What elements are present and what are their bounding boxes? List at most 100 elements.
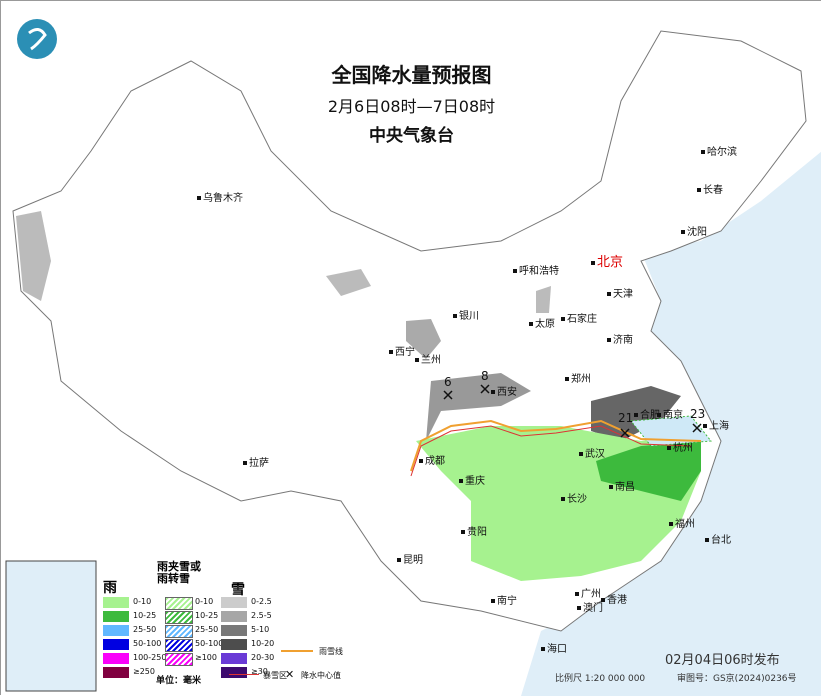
legend-snow-label: 5-10 bbox=[251, 625, 270, 634]
legend-snow-swatch bbox=[221, 653, 247, 664]
snow-area-shanxi bbox=[536, 286, 551, 313]
legend-mixed-title: 雨夹雪或雨转雪 bbox=[157, 560, 201, 585]
city-label: 广州 bbox=[575, 585, 601, 600]
city-label: 成都 bbox=[419, 452, 445, 467]
city-label: 南宁 bbox=[491, 592, 517, 607]
rain-snow-line bbox=[410, 419, 702, 472]
legend-mixed-label: 25-50 bbox=[195, 625, 219, 634]
city-label: 杭州 bbox=[667, 439, 693, 454]
legend-rain-swatch bbox=[103, 611, 129, 622]
legend-rain-label: 10-25 bbox=[133, 611, 157, 620]
legend-rain-label: 0-10 bbox=[133, 597, 152, 606]
legend-rain-title: 雨 bbox=[103, 580, 117, 596]
city-label: 香港 bbox=[601, 591, 627, 606]
legend-rain-swatch bbox=[103, 639, 129, 650]
center-value: 21 bbox=[618, 411, 634, 425]
city-label: 兰州 bbox=[415, 351, 441, 366]
city-label: 石家庄 bbox=[561, 310, 597, 325]
snow-area-xinjiang bbox=[16, 211, 51, 301]
center-value: 6 bbox=[444, 375, 452, 389]
legend-snow-label: 10-20 bbox=[251, 639, 275, 648]
legend-snow-swatch bbox=[221, 639, 247, 650]
legend-mixed-label: 10-25 bbox=[195, 611, 219, 620]
legend-rain-label: 25-50 bbox=[133, 625, 157, 634]
legend-red-line bbox=[229, 674, 259, 675]
center-value: 23 bbox=[690, 407, 706, 421]
legend-rain-label: 50-100 bbox=[133, 639, 162, 648]
legend-orange-line bbox=[281, 650, 313, 652]
legend-orange-label: 雨雪线 bbox=[319, 647, 343, 656]
city-label: 西宁 bbox=[389, 343, 415, 358]
legend-snow-swatch bbox=[221, 625, 247, 636]
legend-mixed-label: 50-100 bbox=[195, 639, 224, 648]
city-label: 哈尔滨 bbox=[701, 143, 737, 158]
city-label: 天津 bbox=[607, 285, 633, 300]
city-label: 西安 bbox=[491, 383, 517, 398]
legend-rain-swatch bbox=[103, 667, 129, 678]
city-label: 重庆 bbox=[459, 472, 485, 487]
release-time: 02月04日06时发布 bbox=[665, 653, 780, 668]
city-label: 福州 bbox=[669, 515, 695, 530]
city-label: 昆明 bbox=[397, 551, 423, 566]
legend-mixed-swatch bbox=[165, 597, 193, 610]
city-label: 长沙 bbox=[561, 490, 587, 505]
legend-snow-swatch bbox=[221, 667, 247, 678]
legend-snow-label: 20-30 bbox=[251, 653, 275, 662]
legend-snow-label: 2.5-5 bbox=[251, 611, 272, 620]
legend-snow-title: 雪 bbox=[231, 582, 245, 598]
city-label: 合肥 bbox=[634, 406, 660, 421]
city-label: 贵阳 bbox=[461, 523, 487, 538]
snow-area-gansu bbox=[406, 319, 441, 359]
legend-snow-swatch bbox=[221, 611, 247, 622]
legend-cross-label: 降水中心值 bbox=[301, 671, 341, 680]
legend-snow-label: 0-2.5 bbox=[251, 597, 272, 606]
sea bbox=[521, 151, 821, 696]
center-value: 8 bbox=[481, 369, 489, 383]
legend-red-label: 暴雪区 bbox=[263, 671, 287, 680]
blizzard-line bbox=[410, 425, 692, 477]
legend-unit: 单位：毫米 bbox=[156, 676, 202, 686]
city-label: 海口 bbox=[541, 640, 567, 655]
cma-logo bbox=[17, 19, 57, 59]
forecast-period: 2月6日08时—7日08时 bbox=[327, 97, 496, 116]
city-label-capital: 北京 bbox=[591, 251, 623, 270]
legend-mixed-swatch bbox=[165, 611, 193, 624]
city-label: 呼和浩特 bbox=[513, 262, 559, 277]
city-label: 南昌 bbox=[609, 478, 635, 493]
city-label: 拉萨 bbox=[243, 454, 269, 469]
map-approval-number: 审图号：GS京(2024)0236号 bbox=[677, 674, 797, 684]
city-label: 沈阳 bbox=[681, 223, 707, 238]
city-label: 台北 bbox=[705, 531, 731, 546]
city-label: 长春 bbox=[697, 181, 723, 196]
map-scale: 比例尺 1:20 000 000 bbox=[555, 674, 646, 684]
city-label: 澳门 bbox=[577, 599, 603, 614]
legend-mixed-label: 0-10 bbox=[195, 597, 214, 606]
legend-snow-label: ≥30 bbox=[251, 667, 268, 676]
city-label: 上海 bbox=[703, 417, 729, 432]
snow-area-ningxia bbox=[326, 269, 371, 296]
legend-cross-icon: ✕ bbox=[285, 668, 295, 681]
city-label: 武汉 bbox=[579, 445, 605, 460]
city-label: 太原 bbox=[529, 315, 555, 330]
city-label: 南京 bbox=[657, 406, 683, 421]
legend-mixed-label: ≥100 bbox=[195, 653, 217, 662]
legend-mixed-swatch bbox=[165, 625, 193, 638]
city-label: 郑州 bbox=[565, 370, 591, 385]
legend-mixed-swatch bbox=[165, 653, 193, 666]
map-title: 全国降水量预报图 bbox=[331, 63, 492, 87]
legend-rain-swatch bbox=[103, 597, 129, 608]
city-label: 银川 bbox=[453, 307, 479, 322]
legend-mixed-swatch bbox=[165, 639, 193, 652]
legend-rain-swatch bbox=[103, 653, 129, 664]
city-label: 济南 bbox=[607, 331, 633, 346]
south-china-sea-inset bbox=[5, 560, 97, 692]
legend-snow-swatch bbox=[221, 597, 247, 608]
precipitation-center-markers bbox=[443, 384, 702, 438]
legend-rain-label: 100-250 bbox=[133, 653, 167, 662]
legend-rain-swatch bbox=[103, 625, 129, 636]
legend-rain-label: ≥250 bbox=[133, 667, 155, 676]
issuer: 中央气象台 bbox=[369, 126, 454, 146]
city-label: 乌鲁木齐 bbox=[197, 189, 243, 204]
